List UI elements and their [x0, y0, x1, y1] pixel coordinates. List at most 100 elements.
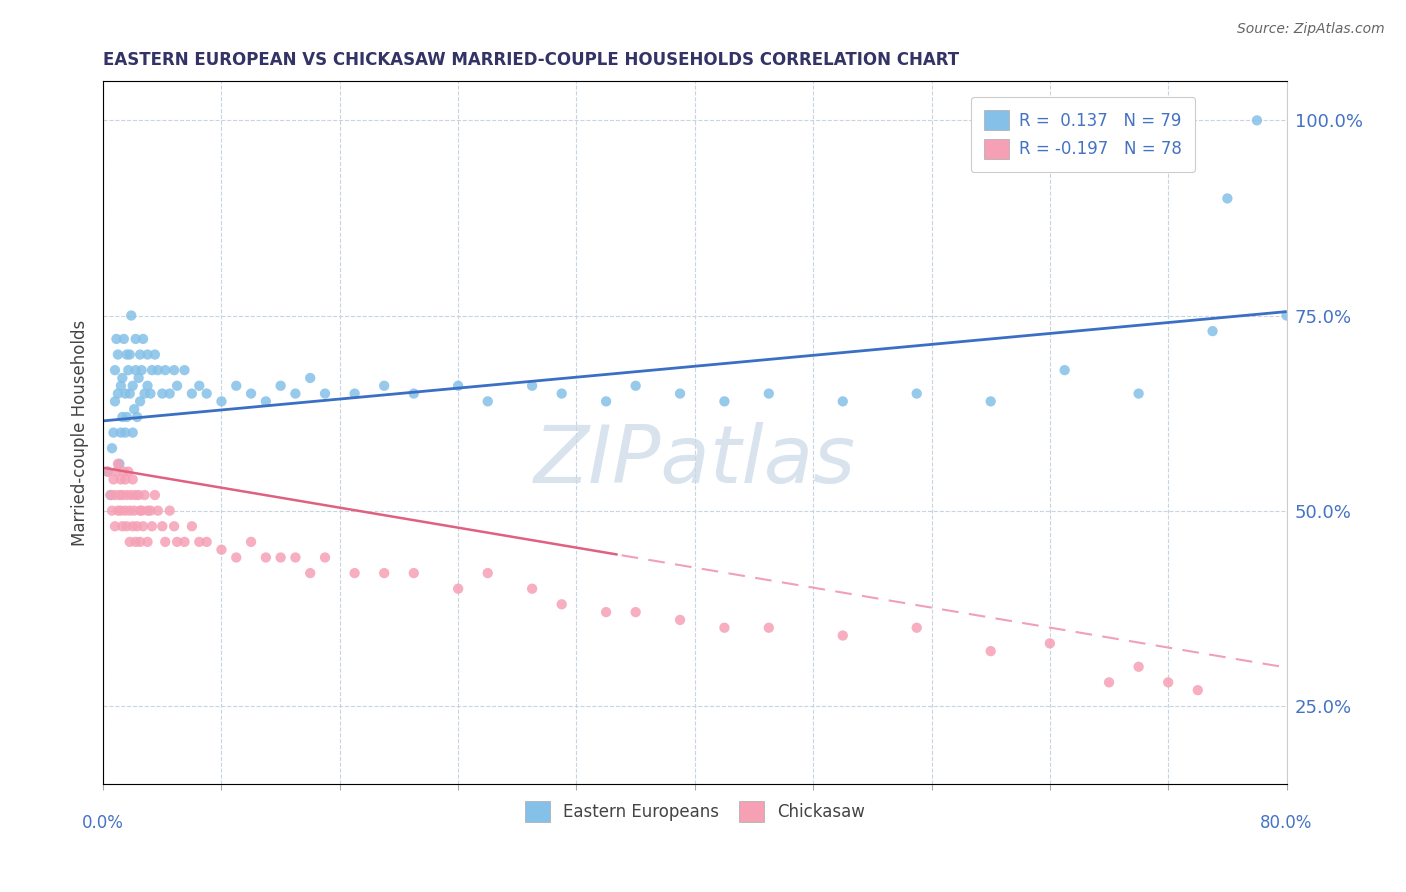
Point	[127, 519, 149, 533]
Point	[115, 409, 138, 424]
Point	[129, 347, 152, 361]
Point	[159, 503, 181, 517]
Legend: Eastern Europeans, Chickasaw: Eastern Europeans, Chickasaw	[517, 795, 872, 828]
Point	[124, 332, 146, 346]
Point	[905, 386, 928, 401]
Point	[105, 465, 128, 479]
Point	[120, 309, 142, 323]
Point	[107, 347, 129, 361]
Point	[195, 386, 218, 401]
Point	[103, 425, 125, 440]
Point	[111, 371, 134, 385]
Text: 0.0%: 0.0%	[82, 814, 124, 832]
Point	[1128, 659, 1150, 673]
Point	[1201, 324, 1223, 338]
Point	[1039, 636, 1062, 650]
Point	[136, 378, 159, 392]
Point	[240, 534, 263, 549]
Point	[980, 644, 1002, 658]
Point	[447, 582, 470, 596]
Point	[118, 503, 141, 517]
Point	[520, 378, 543, 392]
Point	[136, 503, 159, 517]
Point	[595, 605, 617, 619]
Point	[115, 488, 138, 502]
Point	[624, 378, 647, 392]
Point	[115, 347, 138, 361]
Point	[115, 519, 138, 533]
Point	[980, 394, 1002, 409]
Point	[284, 550, 307, 565]
Point	[129, 503, 152, 517]
Point	[477, 566, 499, 580]
Point	[120, 488, 142, 502]
Point	[343, 386, 366, 401]
Text: Source: ZipAtlas.com: Source: ZipAtlas.com	[1237, 22, 1385, 37]
Point	[1157, 675, 1180, 690]
Point	[373, 566, 395, 580]
Point	[373, 378, 395, 392]
Point	[104, 488, 127, 502]
Point	[284, 386, 307, 401]
Point	[155, 363, 177, 377]
Point	[758, 386, 780, 401]
Point	[1128, 386, 1150, 401]
Point	[105, 332, 128, 346]
Point	[180, 519, 202, 533]
Point	[254, 550, 277, 565]
Y-axis label: Married-couple Households: Married-couple Households	[72, 319, 89, 546]
Point	[146, 363, 169, 377]
Point	[343, 566, 366, 580]
Point	[166, 534, 188, 549]
Point	[166, 378, 188, 392]
Point	[104, 394, 127, 409]
Point	[180, 386, 202, 401]
Point	[110, 472, 132, 486]
Point	[124, 534, 146, 549]
Point	[402, 566, 425, 580]
Point	[150, 386, 173, 401]
Point	[150, 519, 173, 533]
Point	[128, 488, 150, 502]
Point	[110, 425, 132, 440]
Point	[139, 386, 162, 401]
Point	[124, 363, 146, 377]
Point	[101, 503, 124, 517]
Point	[122, 402, 145, 417]
Point	[131, 363, 153, 377]
Point	[173, 534, 195, 549]
Point	[195, 534, 218, 549]
Point	[134, 488, 156, 502]
Point	[143, 488, 166, 502]
Point	[118, 386, 141, 401]
Point	[97, 465, 120, 479]
Point	[100, 488, 122, 502]
Point	[211, 394, 233, 409]
Text: 80.0%: 80.0%	[1260, 814, 1313, 832]
Point	[314, 550, 336, 565]
Point	[117, 363, 139, 377]
Point	[124, 488, 146, 502]
Point	[155, 534, 177, 549]
Point	[595, 394, 617, 409]
Point	[143, 347, 166, 361]
Point	[103, 472, 125, 486]
Text: ZIPatlas: ZIPatlas	[534, 422, 856, 500]
Point	[121, 425, 143, 440]
Point	[163, 363, 186, 377]
Point	[551, 597, 574, 611]
Point	[447, 378, 470, 392]
Point	[1187, 683, 1209, 698]
Point	[254, 394, 277, 409]
Point	[110, 378, 132, 392]
Point	[114, 425, 136, 440]
Point	[112, 332, 135, 346]
Point	[905, 621, 928, 635]
Point	[188, 534, 211, 549]
Point	[107, 503, 129, 517]
Point	[101, 441, 124, 455]
Point	[121, 378, 143, 392]
Point	[114, 472, 136, 486]
Point	[713, 621, 735, 635]
Point	[520, 582, 543, 596]
